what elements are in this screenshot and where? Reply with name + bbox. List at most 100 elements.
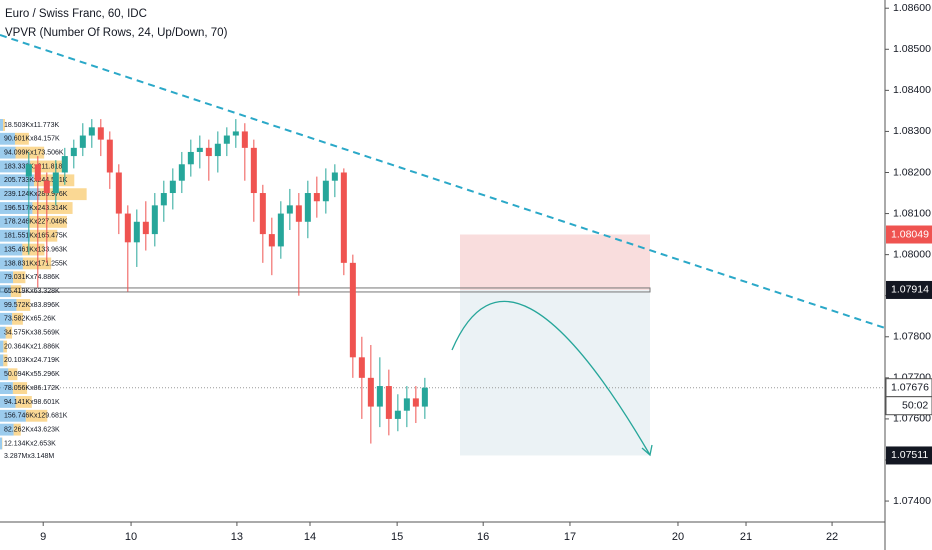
volume-row-label: 239.124Kx285.976K	[4, 191, 68, 198]
forecast-arc	[451, 300, 651, 456]
price-label-box	[886, 225, 932, 244]
y-tick-label: 1.07800	[893, 331, 931, 343]
y-tick-label: 1.08300	[893, 125, 931, 137]
candle-body	[34, 164, 41, 181]
volume-row-label: 50.094Kx55.296K	[4, 371, 60, 378]
candle-body	[43, 180, 50, 194]
y-tick-label: 1.08100	[893, 207, 931, 219]
x-tick-label: 14	[304, 531, 316, 543]
candle-body	[196, 147, 203, 152]
candle-body	[115, 172, 122, 214]
volume-row-label: 138.831Kx171.255K	[4, 260, 68, 267]
volume-up-bar	[0, 382, 13, 394]
candle-body	[160, 193, 167, 206]
target-zone	[460, 289, 650, 456]
price-label-box	[886, 446, 932, 465]
volume-up-bar	[0, 285, 11, 298]
volume-down-bar	[15, 396, 32, 408]
volume-up-bar	[0, 160, 31, 173]
y-tick-label: 1.08400	[893, 84, 931, 96]
candle-body	[313, 193, 320, 202]
volume-total: 3.287Mx3.148M	[4, 453, 54, 460]
volume-up-bar	[0, 132, 15, 145]
candle-body	[70, 147, 77, 157]
y-tick-label: 1.07400	[893, 495, 931, 507]
volume-row-label: 99.572Kx83.896K	[4, 302, 60, 309]
y-tick-label: 1.08200	[893, 166, 931, 178]
volume-row-label: 20.103Kx24.719K	[4, 357, 60, 364]
candle-body	[340, 172, 347, 263]
candle-body	[178, 164, 185, 181]
volume-row-label: 196.517Kx243.314K	[4, 205, 68, 212]
candle-body	[322, 180, 329, 202]
candle-body	[349, 262, 356, 358]
volume-down-bar	[15, 146, 45, 159]
volume-row-label: 79.031Kx74.886K	[4, 274, 60, 281]
volume-down-bar	[39, 188, 87, 201]
volume-down-bar	[29, 215, 67, 228]
candle-body	[79, 135, 86, 148]
candle-body	[232, 131, 239, 136]
volume-down-bar	[22, 243, 45, 256]
candle-body	[61, 156, 68, 173]
candle-body	[358, 357, 365, 378]
volume-down-bar	[3, 354, 8, 367]
volume-row-label: 94.099Kx173.506K	[4, 149, 64, 156]
countdown: 50:02	[902, 399, 928, 411]
volume-down-bar	[12, 312, 23, 325]
candle-body	[187, 151, 194, 165]
volume-up-bar	[0, 423, 14, 436]
candle-body	[331, 172, 338, 181]
candle-body	[367, 377, 374, 407]
volume-row-label: 156.746Kx129.681K	[4, 413, 68, 420]
volume-down-bar	[13, 423, 21, 436]
volume-up-bar	[0, 340, 4, 353]
chart-title: Euro / Swiss Franc, 60, IDC	[5, 8, 147, 20]
volume-down-bar	[30, 160, 66, 173]
candle-body	[250, 147, 257, 194]
volume-row-label: 73.582Kx65.26K	[4, 316, 56, 323]
y-tick-label: 1.08500	[893, 43, 931, 55]
forecast-arrow	[641, 444, 653, 457]
candle-body	[412, 398, 419, 407]
candle-body	[295, 205, 302, 222]
x-tick-label: 21	[740, 531, 752, 543]
volume-up-bar	[0, 326, 6, 339]
price-label: 1.08049	[891, 228, 929, 240]
candle-body	[223, 135, 230, 144]
volume-down-bar	[12, 382, 28, 394]
stop-zone	[460, 234, 650, 290]
candle-body	[124, 213, 131, 243]
candle-body	[25, 164, 32, 177]
volume-up-bar	[0, 146, 16, 159]
volume-up-bar	[0, 409, 26, 422]
x-tick-label: 13	[231, 531, 243, 543]
volume-row-label: 65.419Kx63.328K	[4, 288, 60, 295]
x-tick-label: 15	[391, 531, 403, 543]
volume-down-bar	[13, 271, 26, 284]
volume-down-bar	[29, 229, 58, 242]
volume-up-bar	[0, 396, 16, 408]
candle-body	[277, 213, 284, 247]
y-tick-label: 1.07600	[893, 413, 931, 425]
candle-body	[88, 127, 95, 136]
price-label: 1.07676	[891, 381, 929, 393]
volume-up-bar	[0, 299, 17, 311]
indicator-label: VPVR (Number Of Rows, 24, Up/Down, 70)	[5, 27, 228, 39]
volume-row-label: 20.364Kx21.886K	[4, 343, 60, 350]
x-tick-label: 22	[826, 531, 838, 543]
volume-up-bar	[0, 368, 9, 381]
entry-level-box	[0, 287, 651, 293]
x-tick-label: 9	[40, 531, 46, 543]
volume-down-bar	[5, 326, 13, 339]
candle-body	[169, 180, 176, 194]
price-label-box	[886, 280, 932, 299]
volume-up-bar	[0, 229, 30, 242]
candle-body	[97, 127, 104, 140]
candle-body	[142, 221, 149, 235]
volume-up-bar	[0, 243, 23, 256]
volume-row-label: 135.461Kx133.963K	[4, 246, 68, 253]
price-label: 1.07511	[891, 449, 928, 461]
